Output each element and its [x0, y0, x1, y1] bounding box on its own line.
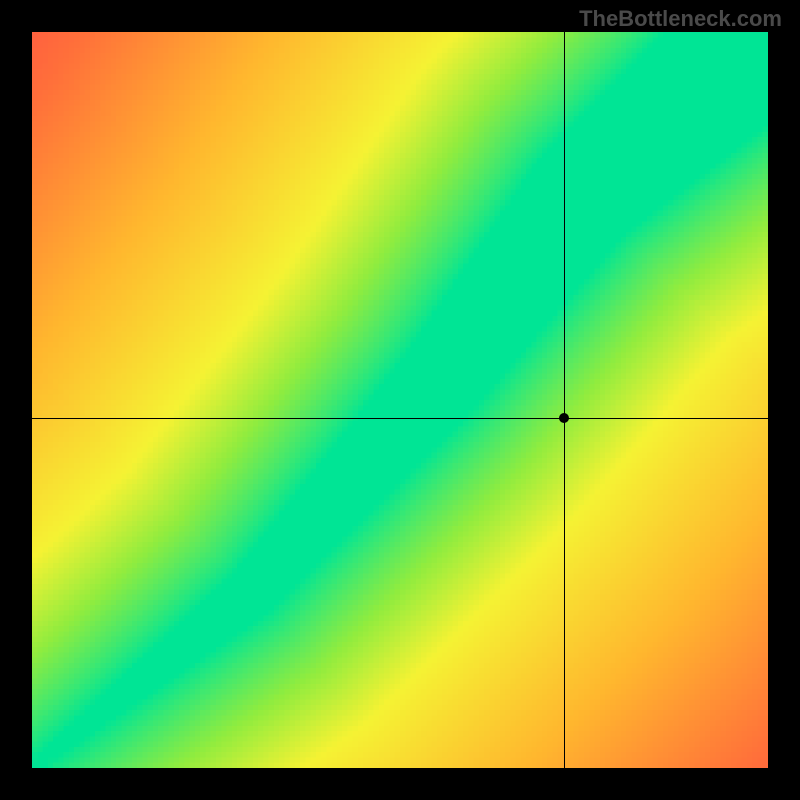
heatmap-canvas [32, 32, 768, 768]
crosshair-marker [559, 413, 569, 423]
watermark-text: TheBottleneck.com [579, 6, 782, 32]
crosshair-vertical [564, 32, 565, 768]
crosshair-horizontal [32, 418, 768, 419]
plot-area [32, 32, 768, 768]
